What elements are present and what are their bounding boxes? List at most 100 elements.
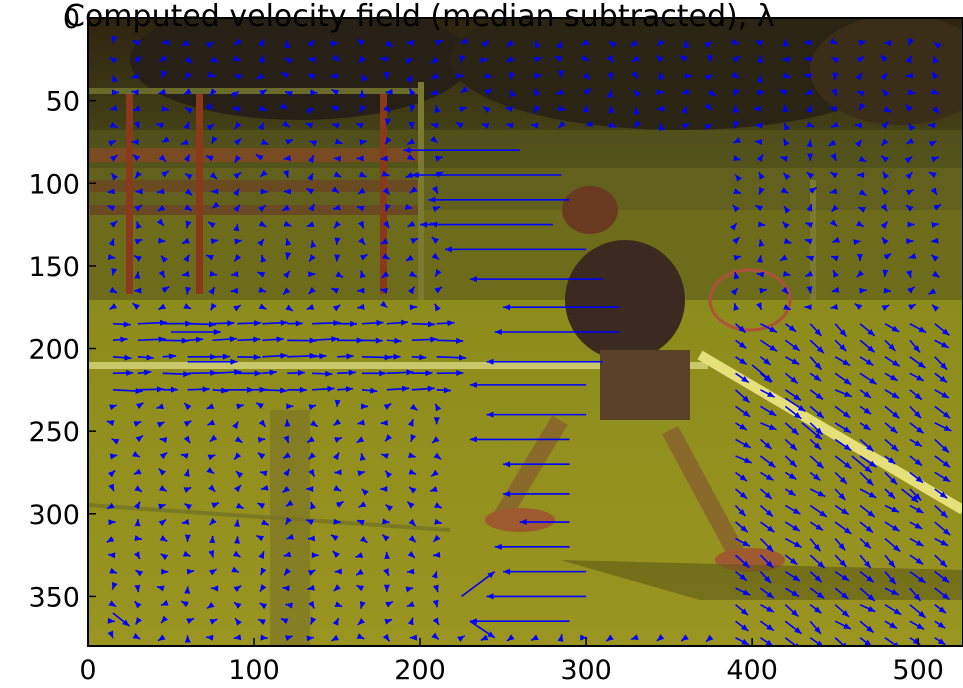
- field-arrow: [286, 403, 294, 410]
- field-arrow: [754, 204, 763, 212]
- field-arrow: [506, 39, 515, 48]
- field-arrow: [361, 319, 384, 326]
- field-arrow: [358, 55, 366, 64]
- field-arrow: [859, 405, 872, 415]
- field-arrow: [733, 271, 740, 280]
- field-arrow: [180, 139, 189, 146]
- field-arrow: [283, 170, 289, 178]
- field-arrow: [434, 303, 441, 312]
- field-arrow: [336, 386, 354, 393]
- field-arrow: [783, 238, 792, 244]
- field-arrow: [283, 155, 291, 161]
- field-arrow: [135, 402, 144, 410]
- field-arrow: [759, 571, 772, 584]
- field-arrow: [234, 121, 242, 130]
- field-arrow: [212, 353, 230, 360]
- field-arrow: [857, 206, 866, 213]
- field-arrow: [884, 389, 900, 399]
- field-arrow: [233, 223, 240, 232]
- field-arrow: [431, 185, 439, 194]
- field-arrow: [182, 550, 191, 557]
- field-arrow: [804, 304, 812, 311]
- field-arrow: [358, 171, 367, 178]
- field-arrow: [680, 634, 689, 642]
- field-arrow: [106, 502, 115, 510]
- field-arrow: [735, 471, 748, 482]
- field-arrow: [309, 140, 318, 147]
- field-arrow: [760, 405, 777, 417]
- field-arrow: [280, 102, 289, 110]
- field-arrow: [705, 634, 714, 643]
- field-arrow: [356, 205, 365, 212]
- field-arrow: [434, 518, 442, 525]
- field-arrow: [109, 121, 118, 129]
- field-arrow: [156, 122, 164, 129]
- field-arrow: [283, 270, 291, 279]
- field-arrow: [430, 89, 439, 96]
- field-arrow: [430, 56, 439, 65]
- velocity-arrow: [469, 381, 587, 388]
- field-arrow: [755, 122, 763, 129]
- field-arrow: [206, 467, 215, 475]
- field-arrow: [407, 418, 414, 427]
- field-arrow: [658, 123, 665, 131]
- field-arrow: [257, 436, 266, 443]
- field-arrow: [109, 404, 117, 411]
- field-arrow: [111, 438, 120, 445]
- field-arrow: [405, 254, 414, 262]
- field-arrow: [334, 254, 341, 262]
- field-arrow: [308, 271, 316, 278]
- field-arrow: [834, 422, 852, 434]
- field-arrow: [734, 389, 751, 404]
- field-arrow: [333, 155, 341, 162]
- field-arrow: [183, 435, 191, 444]
- field-arrow: [760, 323, 778, 333]
- field-arrow: [909, 422, 925, 434]
- field-arrow: [261, 519, 270, 526]
- field-arrow: [383, 402, 392, 410]
- field-arrow: [109, 303, 118, 310]
- field-arrow: [134, 287, 142, 294]
- field-arrow: [385, 89, 393, 96]
- field-arrow: [784, 604, 799, 618]
- field-arrow: [134, 584, 141, 593]
- field-arrow: [859, 637, 873, 646]
- field-arrow: [332, 452, 340, 461]
- field-arrow: [107, 469, 116, 478]
- field-arrow: [232, 106, 240, 113]
- field-arrow: [134, 600, 142, 609]
- field-arrow: [306, 107, 315, 115]
- field-arrow: [460, 37, 469, 44]
- field-arrow: [133, 55, 142, 64]
- field-arrow: [337, 337, 364, 344]
- field-arrow: [733, 137, 742, 144]
- field-arrow: [408, 518, 417, 527]
- field-arrow: [211, 585, 219, 592]
- field-arrow: [856, 90, 865, 97]
- field-arrow: [231, 271, 239, 278]
- field-arrow: [756, 302, 763, 311]
- field-arrow: [112, 321, 131, 328]
- field-arrow: [856, 270, 865, 278]
- field-arrow: [258, 38, 266, 47]
- field-arrow: [162, 337, 189, 344]
- field-arrow: [233, 55, 241, 62]
- field-arrow: [829, 219, 838, 227]
- field-arrow: [933, 41, 942, 49]
- field-arrow: [111, 581, 118, 590]
- field-arrow: [183, 88, 192, 96]
- field-arrow: [733, 88, 740, 97]
- field-arrow: [834, 538, 846, 551]
- field-arrow: [233, 304, 242, 312]
- field-arrow: [655, 54, 664, 63]
- field-arrow: [732, 204, 740, 213]
- field-arrow: [109, 56, 118, 64]
- field-arrow: [934, 587, 950, 601]
- field-arrow: [210, 136, 218, 145]
- field-arrow: [134, 204, 143, 212]
- field-arrow: [334, 469, 342, 476]
- field-arrow: [436, 320, 455, 327]
- field-arrow: [879, 54, 888, 63]
- field-arrow: [287, 369, 305, 376]
- field-arrow: [834, 620, 852, 630]
